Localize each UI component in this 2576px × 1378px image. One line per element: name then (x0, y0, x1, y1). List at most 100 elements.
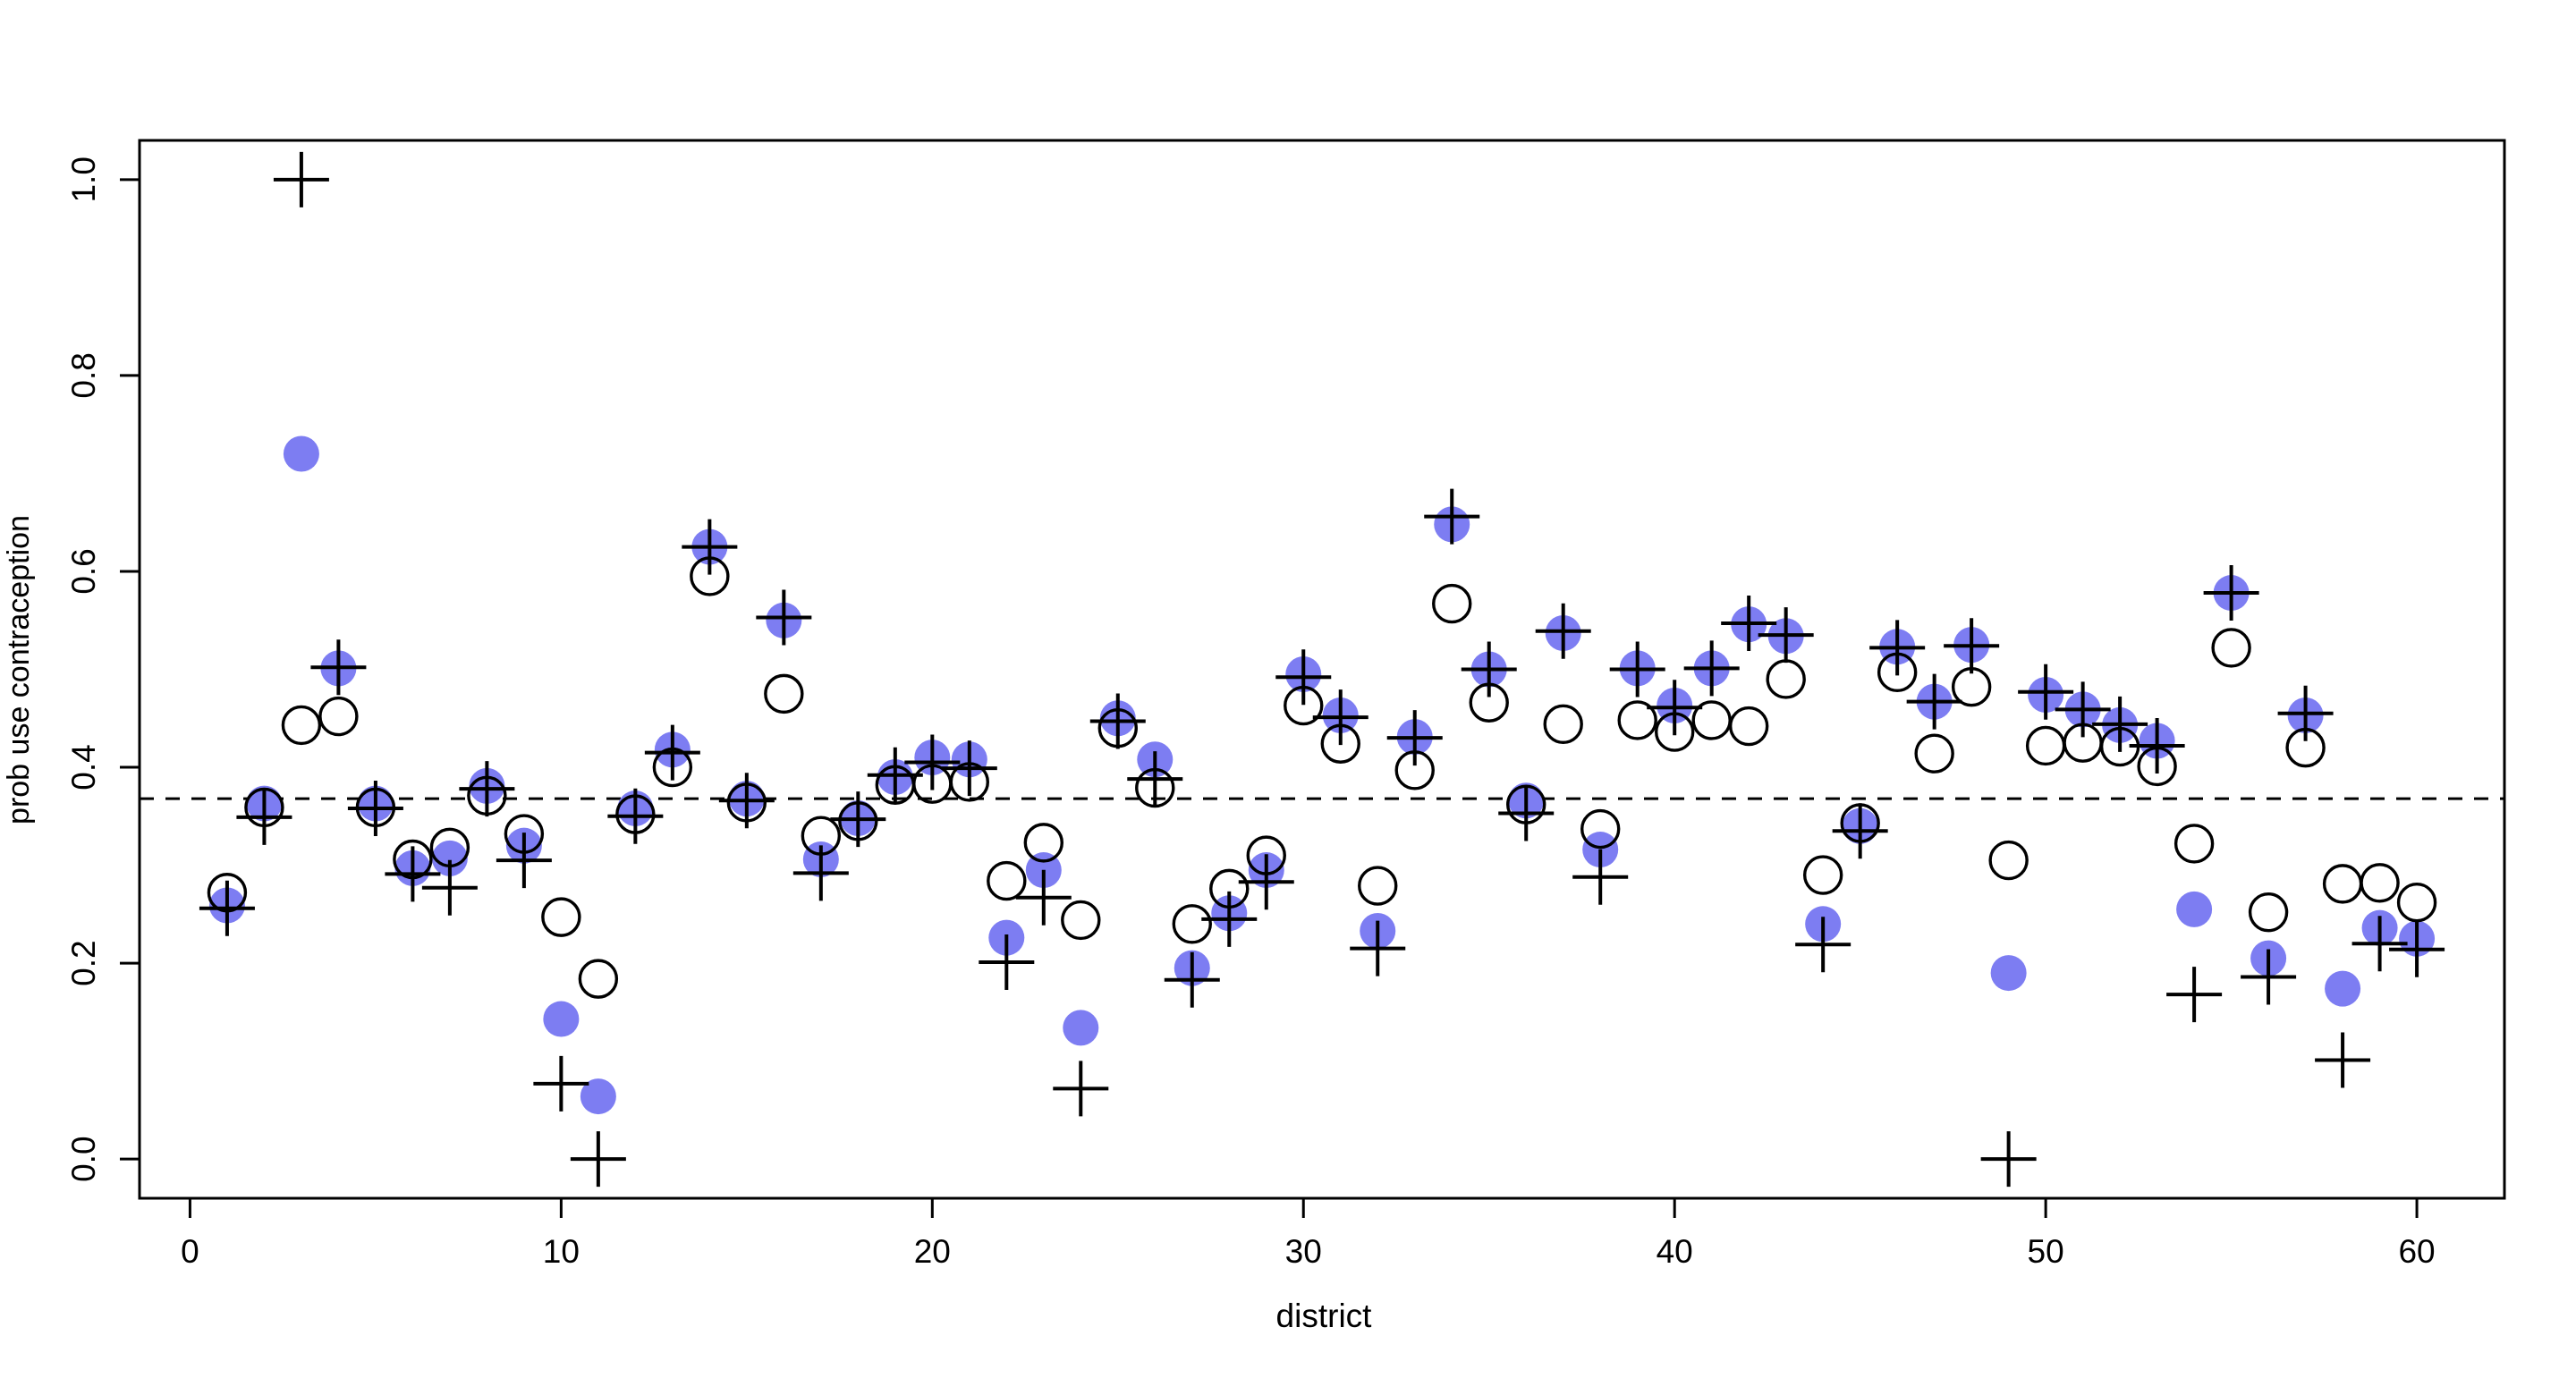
data-point-plus (1238, 854, 1294, 910)
data-points-layer (199, 151, 2445, 1188)
data-point-plus (1944, 618, 2000, 674)
data-point-plus (496, 833, 552, 889)
data-point-plus (533, 1055, 589, 1112)
data-point-plus (570, 1131, 626, 1188)
data-point-plus (1758, 607, 1814, 664)
data-point-plus (941, 740, 997, 797)
data-point-plus (1015, 869, 1072, 926)
plot-area-border (138, 139, 2506, 1200)
data-point-filled-circle (543, 1001, 580, 1037)
data-point-plus (199, 880, 255, 936)
data-point-plus (1535, 603, 1591, 659)
data-point-plus (1201, 891, 1258, 947)
data-point-plus (273, 151, 329, 207)
data-point-open-circle (1802, 855, 1843, 895)
data-point-plus (1461, 641, 1517, 697)
data-point-plus (1089, 693, 1146, 749)
x-axis-tick-label: 60 (2398, 1233, 2435, 1270)
data-point-plus (2092, 696, 2148, 752)
data-point-plus (1164, 951, 1220, 1008)
data-point-plus (2389, 921, 2445, 977)
data-point-plus (1275, 649, 1332, 706)
data-point-plus (1424, 488, 1480, 545)
data-point-plus (2018, 664, 2074, 720)
data-point-plus (2203, 565, 2259, 621)
data-point-plus (830, 791, 886, 848)
data-point-plus (1832, 803, 1888, 859)
data-point-open-circle (1988, 840, 2029, 881)
data-point-open-circle (1543, 704, 1583, 745)
data-point-plus (310, 639, 367, 696)
data-point-plus (1053, 1061, 1109, 1117)
data-point-plus (607, 788, 664, 844)
data-point-plus (2277, 685, 2334, 741)
y-axis-tick-label: 0.2 (65, 940, 102, 985)
data-point-plus (1498, 785, 1555, 841)
data-point-open-circle (764, 673, 804, 714)
data-point-plus (2055, 681, 2111, 738)
data-point-open-circle (1914, 733, 1954, 774)
data-point-open-circle (2174, 824, 2215, 864)
data-point-open-circle (2211, 628, 2251, 668)
data-point-open-circle (1172, 904, 1212, 944)
data-point-open-circle (1358, 866, 1398, 906)
y-axis-label: prob use contraception (2, 515, 36, 824)
y-axis-tick-label: 0.8 (65, 352, 102, 398)
data-point-filled-circle (2325, 970, 2361, 1007)
y-axis-tick-label: 0.0 (65, 1136, 102, 1181)
data-point-plus (979, 934, 1035, 991)
data-point-open-circle (1766, 659, 1806, 699)
data-point-plus (1795, 917, 1852, 973)
data-point-plus (792, 845, 849, 901)
x-axis-label: district (1276, 1298, 1373, 1334)
data-point-open-circle (2396, 882, 2437, 923)
data-point-plus (1312, 689, 1368, 746)
data-point-plus (421, 859, 478, 916)
data-point-plus (1980, 1131, 2037, 1188)
x-axis-tick-label: 40 (1657, 1233, 1693, 1270)
x-axis-tick-label: 10 (543, 1233, 580, 1270)
data-point-open-circle (1061, 900, 1101, 941)
data-point-open-circle (1432, 583, 1472, 624)
data-point-open-circle (541, 897, 581, 937)
x-axis-tick-label: 0 (181, 1233, 199, 1270)
data-point-plus (347, 781, 403, 837)
data-point-plus (2129, 717, 2185, 774)
data-point-plus (718, 773, 775, 829)
data-point-plus (1572, 849, 1629, 905)
data-point-open-circle (2025, 725, 2066, 766)
data-point-plus (1609, 641, 1665, 697)
data-point-plus (1721, 596, 1777, 652)
y-axis-tick-label: 1.0 (65, 156, 102, 202)
data-point-open-circle (2322, 864, 2363, 904)
data-point-open-circle (2248, 892, 2289, 933)
data-point-plus (1683, 640, 1740, 697)
data-point-filled-circle (1990, 955, 2027, 992)
data-point-open-circle (1580, 808, 1621, 850)
data-point-plus (459, 761, 515, 817)
data-point-open-circle (1023, 823, 1063, 863)
data-point-open-circle (578, 959, 619, 999)
data-point-filled-circle (2176, 891, 2213, 927)
x-axis-tick-label: 30 (1285, 1233, 1322, 1270)
data-point-plus (1350, 920, 1406, 976)
x-axis-tick-label: 20 (914, 1233, 951, 1270)
data-point-plus (385, 846, 441, 902)
data-point-plus (2315, 1032, 2371, 1088)
data-point-open-circle (2360, 863, 2400, 903)
y-axis-tick-label: 0.4 (65, 744, 102, 790)
data-point-open-circle (281, 705, 322, 746)
data-point-filled-circle (1063, 1010, 1099, 1046)
data-point-plus (867, 747, 923, 803)
data-point-plus (1869, 620, 1926, 676)
data-point-plus (644, 724, 700, 781)
data-point-plus (1386, 710, 1443, 766)
data-point-open-circle (1951, 667, 1992, 707)
data-point-open-circle (1728, 706, 1769, 747)
data-point-plus (2241, 949, 2297, 1005)
y-axis-tick-label: 0.6 (65, 548, 102, 594)
axes-layer: 0 10 20 30 40 50 60 0.0 0.2 0.4 0.6 0.8 1.0 (65, 156, 2436, 1270)
x-axis-tick-label: 50 (2028, 1233, 2064, 1270)
